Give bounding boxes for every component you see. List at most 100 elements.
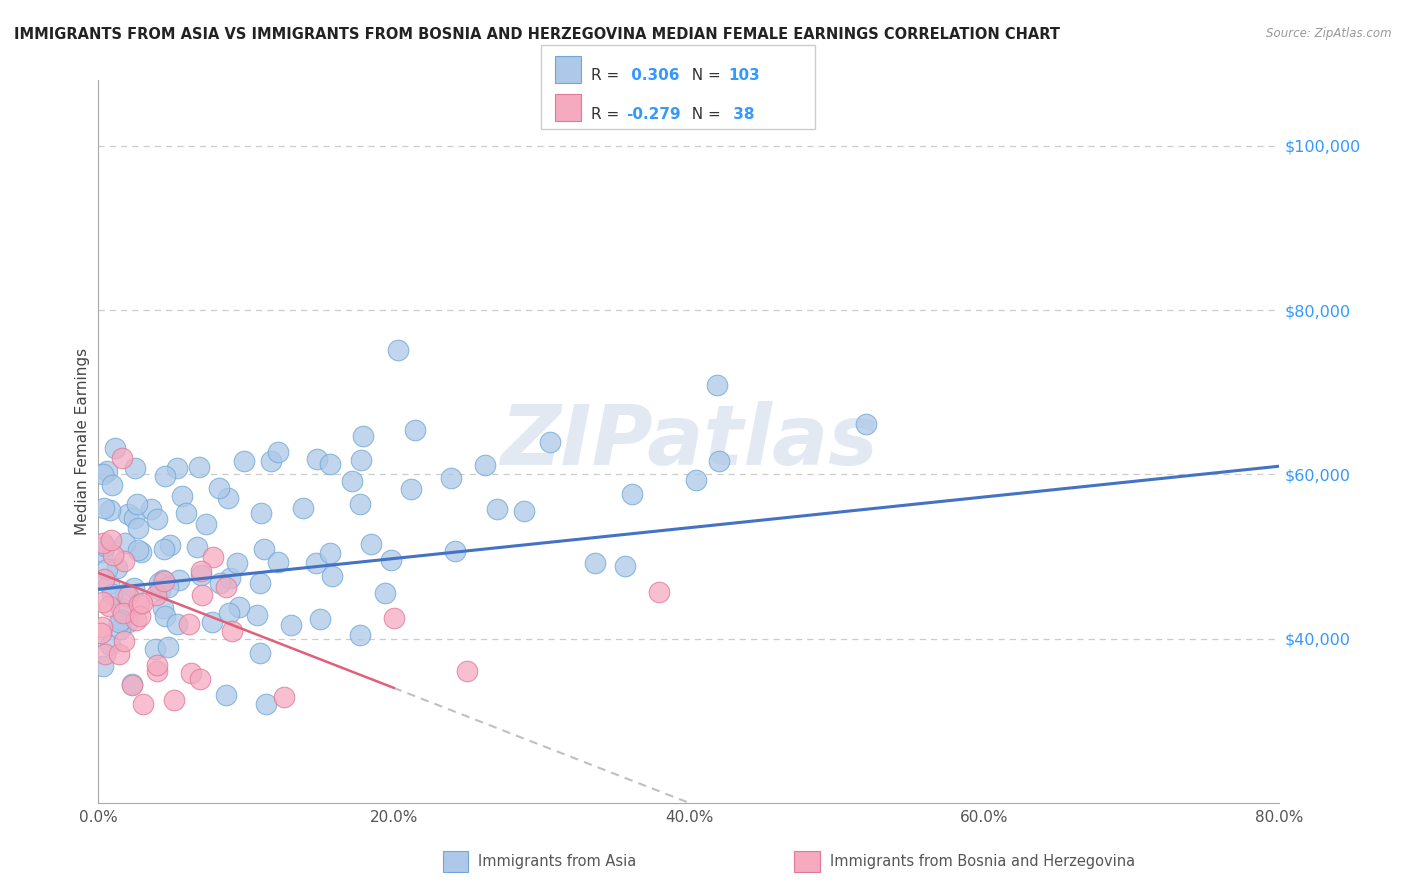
Text: 38: 38 (728, 106, 755, 121)
Text: ZIPatlas: ZIPatlas (501, 401, 877, 482)
Point (291, 501, 314, 516)
Point (91, 536, 114, 550)
Point (321, 568, 343, 582)
Point (195, 516, 218, 531)
Point (308, 612, 330, 626)
Point (706, 377, 728, 392)
Point (93, 573, 115, 587)
Point (93, 501, 115, 516)
Point (117, 615, 139, 629)
Point (146, 658, 169, 673)
Point (457, 664, 479, 678)
Text: R =: R = (591, 69, 624, 84)
Point (101, 478, 124, 492)
Point (340, 474, 363, 488)
Point (319, 546, 342, 560)
Text: R =: R = (591, 106, 624, 121)
Point (249, 575, 271, 590)
Point (112, 554, 135, 568)
Point (174, 506, 197, 520)
Point (387, 343, 409, 357)
Point (486, 502, 509, 516)
Point (153, 542, 176, 557)
Point (132, 697, 155, 711)
Point (215, 580, 238, 594)
Y-axis label: Median Female Earnings: Median Female Earnings (75, 348, 90, 535)
Point (96, 464, 118, 478)
Point (221, 624, 243, 638)
Point (128, 597, 150, 611)
Point (177, 616, 200, 631)
Point (280, 617, 302, 632)
Point (166, 617, 188, 632)
Point (186, 540, 208, 554)
Point (166, 461, 188, 475)
Point (305, 556, 328, 570)
Point (191, 588, 214, 602)
Point (474, 458, 496, 472)
Point (163, 693, 186, 707)
Text: IMMIGRANTS FROM ASIA VS IMMIGRANTS FROM BOSNIA AND HERZEGOVINA MEDIAN FEMALE EAR: IMMIGRANTS FROM ASIA VS IMMIGRANTS FROM … (14, 27, 1060, 42)
Point (246, 607, 269, 622)
Point (157, 580, 180, 594)
Point (614, 559, 637, 574)
Point (121, 678, 143, 692)
Point (125, 613, 148, 627)
Point (91, 595, 114, 609)
Point (98, 577, 121, 591)
Point (153, 609, 176, 624)
Point (105, 561, 128, 575)
Text: Source: ZipAtlas.com: Source: ZipAtlas.com (1267, 27, 1392, 40)
Point (101, 549, 124, 563)
Point (127, 543, 149, 558)
Point (190, 567, 212, 582)
Point (124, 461, 146, 475)
Point (141, 502, 163, 516)
Point (114, 587, 136, 601)
Point (110, 614, 132, 628)
Point (217, 491, 239, 505)
Point (129, 609, 152, 624)
Point (218, 607, 240, 621)
Point (253, 541, 276, 556)
Text: N =: N = (682, 106, 725, 121)
Text: 103: 103 (728, 69, 761, 84)
Point (707, 454, 730, 468)
Point (648, 585, 671, 599)
Point (149, 582, 172, 597)
Point (855, 417, 877, 431)
Point (148, 575, 170, 590)
Point (153, 574, 176, 588)
Point (260, 454, 283, 468)
Point (685, 473, 707, 487)
Point (91, 620, 114, 634)
Point (512, 504, 534, 518)
Point (121, 677, 143, 691)
Point (110, 601, 132, 615)
Point (93, 539, 115, 553)
Point (125, 497, 148, 511)
Point (399, 482, 422, 496)
Point (111, 606, 134, 620)
Point (114, 535, 136, 549)
Point (404, 423, 426, 437)
Point (100, 533, 122, 547)
Point (94, 647, 117, 661)
Point (201, 615, 224, 629)
Point (215, 688, 238, 702)
Point (273, 690, 295, 704)
Point (219, 571, 242, 585)
Point (127, 521, 149, 535)
Point (305, 451, 328, 466)
Text: -0.279: -0.279 (626, 106, 681, 121)
Point (152, 573, 174, 587)
Point (98, 502, 121, 516)
Point (124, 511, 146, 525)
Point (352, 428, 374, 442)
Point (201, 550, 224, 565)
Point (143, 641, 166, 656)
Point (91, 545, 114, 559)
Point (266, 555, 288, 569)
Point (360, 537, 382, 551)
Point (131, 596, 153, 610)
